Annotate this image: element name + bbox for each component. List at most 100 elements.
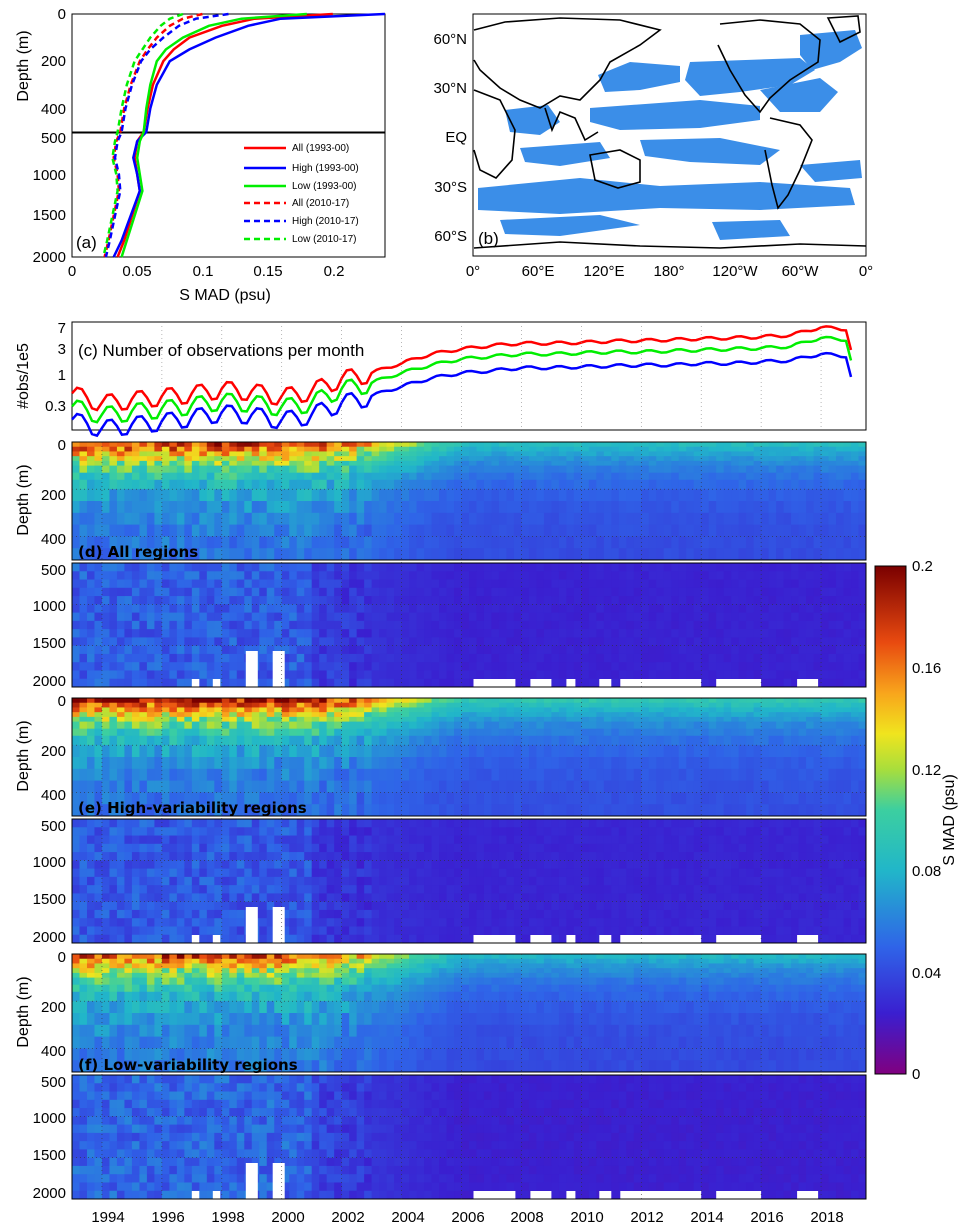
- heatmap-cell: [86, 472, 95, 481]
- heatmap-cell: [701, 501, 710, 514]
- heatmap-cell: [491, 501, 500, 514]
- heatmap-cell: [319, 901, 328, 911]
- heatmap-cell: [566, 446, 575, 452]
- heatmap-cell: [72, 579, 80, 589]
- heatmap-cell: [753, 596, 762, 605]
- heatmap-cell: [364, 637, 373, 647]
- heatmap-cell: [334, 629, 343, 638]
- heatmap-cell: [169, 479, 178, 490]
- heatmap-cell: [671, 446, 680, 452]
- heatmap-cell: [161, 579, 170, 589]
- heatmap-cell: [86, 852, 95, 861]
- heatmap-cell: [521, 489, 530, 502]
- heatmap-cell: [768, 571, 777, 581]
- heatmap-cell: [446, 768, 455, 782]
- heatmap-cell: [588, 571, 597, 581]
- heatmap-cell: [528, 456, 537, 462]
- heatmap-cell: [169, 472, 178, 481]
- heatmap-cell: [229, 707, 238, 713]
- heatmap-cell: [528, 745, 537, 758]
- heatmap-cell: [424, 827, 433, 837]
- heatmap-cell: [274, 721, 283, 730]
- heatmap-cell: [723, 548, 732, 561]
- heatmap-cell: [813, 489, 822, 502]
- heatmap-cell: [446, 446, 455, 452]
- heatmap-cell: [603, 662, 612, 671]
- heatmap-cell: [843, 662, 852, 671]
- heatmap-cell: [131, 745, 140, 758]
- heatmap-cell: [206, 721, 215, 730]
- heatmap-cell: [851, 501, 860, 514]
- heatmap-cell: [319, 653, 328, 663]
- heatmap-cell: [603, 596, 612, 605]
- heatmap-cell: [274, 780, 283, 793]
- heatmap-cell: [289, 524, 298, 537]
- heatmap-cell: [806, 460, 815, 467]
- heatmap-cell: [176, 587, 185, 597]
- heatmap-cell: [72, 612, 80, 622]
- heatmap-cell: [483, 852, 492, 861]
- heatmap-cell: [776, 446, 785, 452]
- heatmap-cell: [521, 571, 530, 581]
- heatmap-cell: [124, 472, 133, 481]
- heatmap-cell: [536, 629, 545, 638]
- heatmap-cell: [828, 472, 837, 481]
- heatmap-cell: [311, 604, 320, 614]
- heatmap-cell: [446, 918, 455, 927]
- heatmap-cell: [296, 918, 305, 927]
- heatmap-cell: [341, 536, 350, 549]
- heatmap-cell: [791, 479, 800, 490]
- heatmap-cell: [349, 612, 358, 622]
- heatmap-cell: [281, 670, 290, 680]
- heatmap-cell: [536, 524, 545, 537]
- heatmap-cell: [858, 465, 867, 474]
- heatmap-cell: [581, 479, 590, 490]
- heatmap-cell: [154, 804, 163, 817]
- heatmap-cell: [311, 926, 320, 936]
- heatmap-cell: [761, 465, 770, 474]
- heatmap-cell: [431, 612, 440, 622]
- heatmap-cell: [206, 780, 215, 793]
- heatmap-cell: [296, 451, 305, 457]
- heatmap-cell: [214, 893, 223, 903]
- heatmap-cell: [191, 536, 200, 549]
- heatmap-cell: [543, 571, 552, 581]
- heatmap-cell: [341, 460, 350, 467]
- heatmap-cell: [424, 512, 433, 526]
- heatmap-cell: [79, 804, 88, 817]
- heatmap-cell: [304, 645, 313, 655]
- heatmap-cell: [349, 501, 358, 514]
- heatmap-cell: [693, 653, 702, 663]
- heatmap-cell: [551, 571, 560, 581]
- heatmap-cell: [753, 460, 762, 467]
- heatmap-cell: [244, 442, 253, 448]
- heatmap-cell: [409, 489, 418, 502]
- heatmap-cell: [72, 728, 80, 737]
- heatmap-cell: [184, 512, 193, 526]
- heatmap-cell: [498, 479, 507, 490]
- heatmap-cell: [753, 446, 762, 452]
- heatmap-cell: [573, 446, 582, 452]
- heatmap-cell: [581, 579, 590, 589]
- heatmap-cell: [206, 827, 215, 837]
- heatmap-cell: [581, 629, 590, 638]
- heatmap-cell: [603, 442, 612, 448]
- heatmap-cell: [656, 501, 665, 514]
- heatmap-cell: [828, 604, 837, 614]
- heatmap-cell: [154, 757, 163, 770]
- heatmap-cell: [191, 827, 200, 837]
- heatmap-cell: [686, 442, 695, 448]
- heatmap-cell: [521, 512, 530, 526]
- heatmap-cell: [221, 563, 230, 572]
- heatmap-cell: [828, 670, 837, 680]
- heatmap-cell: [401, 852, 410, 861]
- heatmap-cell: [446, 571, 455, 581]
- heatmap-cell: [813, 536, 822, 549]
- heatmap-cell: [708, 645, 717, 655]
- heatmap-cell: [191, 524, 200, 537]
- heatmap-cell: [506, 465, 515, 474]
- heatmap-cell: [319, 596, 328, 605]
- heatmap-cell: [304, 489, 313, 502]
- heatmap-cell: [424, 843, 433, 853]
- heatmap-cell: [319, 885, 328, 894]
